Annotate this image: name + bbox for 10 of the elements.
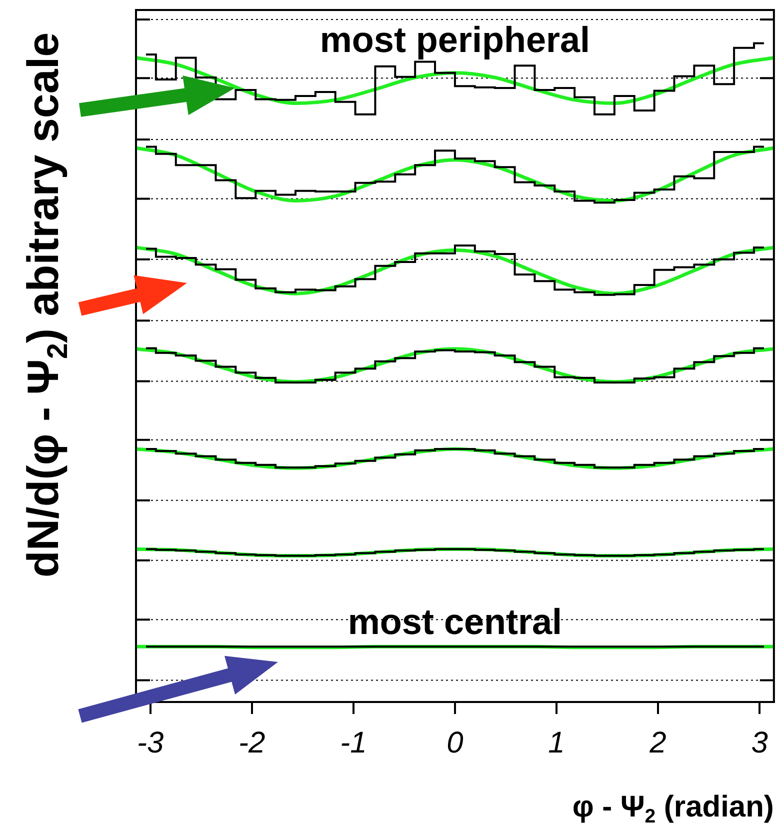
x-tick-label: -2 bbox=[238, 726, 266, 760]
x-tick-label: 3 bbox=[751, 726, 768, 760]
x-tick-label: -1 bbox=[340, 726, 367, 760]
x-tick-label: 0 bbox=[446, 726, 464, 760]
annotation: most peripheral bbox=[320, 18, 590, 60]
x-tick-label: 2 bbox=[648, 726, 667, 760]
annotation: most central bbox=[348, 600, 562, 642]
x-tick-label: -3 bbox=[137, 726, 164, 760]
y-axis-title: dN/d(φ - Ψ2) abitrary scale bbox=[19, 32, 74, 578]
x-tick-label: 1 bbox=[548, 726, 565, 760]
